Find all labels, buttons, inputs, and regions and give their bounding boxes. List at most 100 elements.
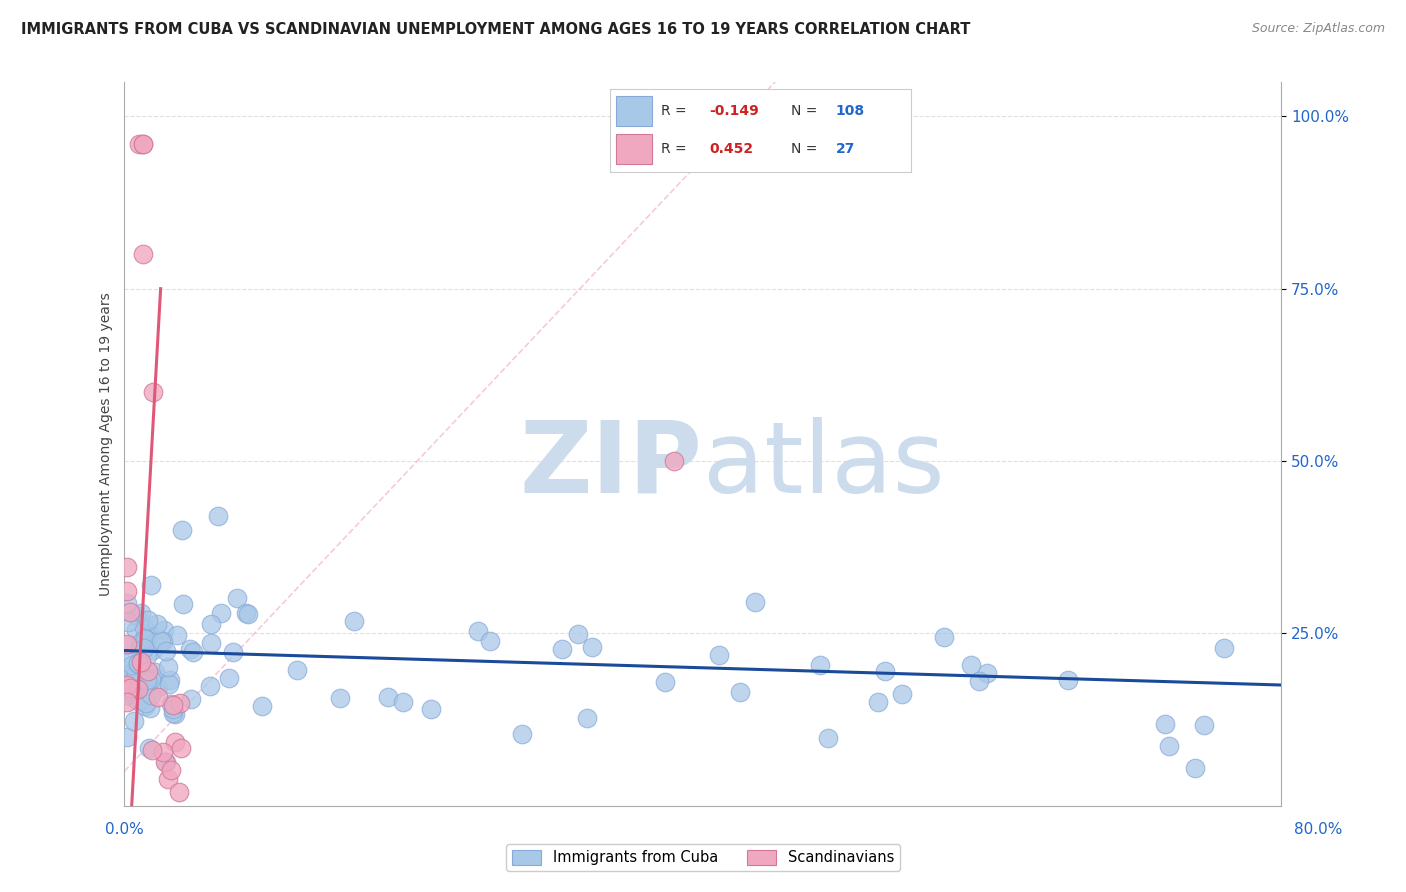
Point xyxy=(157,772,180,786)
Point xyxy=(169,696,191,710)
Point xyxy=(181,645,204,659)
Point xyxy=(1194,718,1216,732)
Point xyxy=(149,633,172,648)
Point xyxy=(118,684,141,698)
Point xyxy=(550,642,572,657)
Point xyxy=(152,634,174,648)
Point xyxy=(581,640,603,654)
Point xyxy=(1159,739,1181,753)
Point xyxy=(152,745,174,759)
Legend: Immigrants from Cuba, Scandinavians: Immigrants from Cuba, Scandinavians xyxy=(506,844,900,871)
Point xyxy=(392,695,415,709)
Point xyxy=(129,606,152,620)
Point xyxy=(153,755,176,769)
Point xyxy=(128,136,150,151)
Point xyxy=(976,666,998,681)
Point xyxy=(1212,640,1234,655)
Point xyxy=(117,596,139,610)
Y-axis label: Unemployment Among Ages 16 to 19 years: Unemployment Among Ages 16 to 19 years xyxy=(100,292,114,596)
Point xyxy=(131,636,153,650)
Point xyxy=(162,706,184,720)
Point xyxy=(285,663,308,677)
Point xyxy=(163,735,186,749)
Point xyxy=(118,606,141,620)
Point xyxy=(138,700,160,714)
Point xyxy=(117,637,139,651)
Text: atlas: atlas xyxy=(703,417,945,514)
Point xyxy=(134,699,156,714)
Point xyxy=(125,666,148,681)
Point xyxy=(866,695,889,709)
Point xyxy=(235,607,257,621)
Point xyxy=(172,523,194,537)
Point xyxy=(129,635,152,649)
Point xyxy=(662,454,685,468)
Point xyxy=(728,685,751,699)
Point xyxy=(200,636,222,650)
Point xyxy=(226,591,249,605)
Point xyxy=(134,621,156,635)
Point xyxy=(132,641,155,656)
Point xyxy=(127,681,149,696)
Point xyxy=(129,639,152,653)
Point xyxy=(510,727,533,741)
Point xyxy=(122,669,145,683)
Point xyxy=(238,607,260,621)
Point xyxy=(127,693,149,707)
Point xyxy=(142,385,165,400)
Text: IMMIGRANTS FROM CUBA VS SCANDINAVIAN UNEMPLOYMENT AMONG AGES 16 TO 19 YEARS CORR: IMMIGRANTS FROM CUBA VS SCANDINAVIAN UNE… xyxy=(21,22,970,37)
Point xyxy=(328,691,350,706)
Point xyxy=(162,701,184,715)
Point xyxy=(141,688,163,702)
Point xyxy=(136,665,159,679)
Point xyxy=(141,670,163,684)
Point xyxy=(159,764,181,778)
Point xyxy=(166,628,188,642)
Point xyxy=(155,755,177,769)
Point xyxy=(117,638,139,652)
Point xyxy=(141,673,163,687)
Point xyxy=(709,648,731,662)
Point xyxy=(960,658,983,673)
Point xyxy=(135,626,157,640)
Point xyxy=(198,679,221,693)
Point xyxy=(218,671,240,685)
Point xyxy=(132,136,155,151)
Point xyxy=(117,559,139,574)
Point xyxy=(141,743,163,757)
Point xyxy=(131,647,153,661)
Point xyxy=(163,706,186,721)
Point xyxy=(146,680,169,694)
Point xyxy=(817,731,839,745)
Point xyxy=(567,627,589,641)
Point xyxy=(132,247,155,261)
Point xyxy=(117,730,139,744)
Point xyxy=(252,699,274,714)
Point xyxy=(117,584,139,599)
Point xyxy=(135,696,157,710)
Point xyxy=(121,690,143,705)
Point xyxy=(159,673,181,688)
Point xyxy=(122,663,145,677)
Point xyxy=(222,645,245,659)
Text: 0.0%: 0.0% xyxy=(105,822,145,837)
Point xyxy=(1184,761,1206,775)
Point xyxy=(1057,673,1080,687)
Point xyxy=(155,644,177,658)
Point xyxy=(135,648,157,663)
Point xyxy=(136,629,159,643)
Text: Source: ZipAtlas.com: Source: ZipAtlas.com xyxy=(1251,22,1385,36)
Point xyxy=(156,660,179,674)
Point xyxy=(209,607,232,621)
Point xyxy=(125,623,148,637)
Point xyxy=(162,698,184,713)
Point xyxy=(117,652,139,666)
Point xyxy=(129,656,152,670)
Text: ZIP: ZIP xyxy=(520,417,703,514)
Point xyxy=(873,665,896,679)
Point xyxy=(127,657,149,671)
Point xyxy=(576,711,599,725)
Text: 80.0%: 80.0% xyxy=(1295,822,1343,837)
Point xyxy=(136,613,159,627)
Point xyxy=(170,740,193,755)
